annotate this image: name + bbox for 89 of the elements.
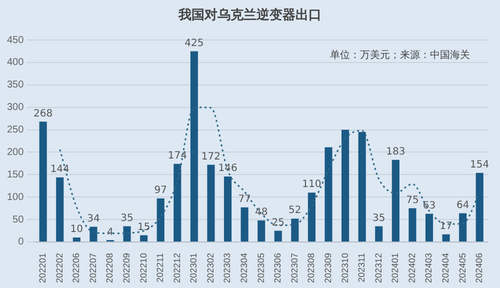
data-label: 25 [272, 217, 284, 228]
bar [425, 214, 434, 242]
y-tick-label: 100 [6, 192, 24, 203]
data-label: 64 [456, 200, 470, 211]
bar [140, 235, 148, 242]
x-tick-label: 202302 [205, 252, 216, 284]
x-tick-label: 202312 [373, 252, 384, 284]
y-tick-label: 450 [6, 34, 24, 46]
bar [308, 192, 316, 242]
x-tick-label: 202211 [155, 252, 166, 282]
bar [274, 230, 282, 242]
data-label: 52 [288, 205, 302, 216]
data-label: 172 [201, 151, 221, 162]
y-tick-label: 350 [6, 80, 24, 91]
data-label: 35 [372, 212, 386, 224]
x-tick-label: 202401 [390, 252, 400, 284]
x-tick-label: 202307 [289, 252, 300, 284]
data-label: 183 [386, 146, 406, 158]
y-tick-label: 300 [6, 102, 24, 114]
data-label: 35 [120, 212, 134, 224]
data-label: 425 [184, 38, 204, 49]
bar [190, 51, 198, 242]
data-label: 268 [34, 108, 53, 120]
y-tick-label: 200 [6, 146, 24, 158]
bar [324, 147, 332, 242]
bar [476, 172, 484, 242]
x-tick-label: 202403 [424, 252, 434, 284]
x-tick-label: 202212 [172, 252, 182, 284]
x-tick-label: 202209 [122, 252, 132, 284]
data-label: 48 [254, 207, 268, 218]
y-tick-label: 0 [18, 236, 24, 248]
data-label: 75 [406, 194, 419, 206]
annotation: 单位：万美元；来源：中国海关 [330, 48, 470, 62]
y-tick-label: 400 [6, 57, 24, 68]
x-tick-label: 202305 [256, 252, 266, 284]
bar [442, 234, 450, 242]
data-label: 154 [470, 159, 490, 170]
x-tick-label: 202303 [222, 252, 232, 284]
bar [291, 218, 299, 242]
x-tick-label: 202406 [474, 252, 484, 284]
bar [123, 226, 131, 242]
x-tick-label: 202210 [138, 252, 148, 284]
x-tick-label: 202402 [406, 252, 417, 284]
x-tick-label: 202308 [306, 252, 316, 284]
x-tick-label: 202208 [104, 252, 115, 284]
bar [392, 160, 400, 242]
x-tick-label: 202309 [322, 252, 333, 284]
y-tick-label: 250 [6, 124, 24, 136]
bar [207, 164, 215, 242]
bar [224, 176, 232, 242]
bar [156, 198, 164, 242]
data-label: 15 [137, 222, 150, 233]
x-tick-label: 202310 [340, 252, 350, 284]
data-label: 10 [70, 224, 84, 236]
data-label: 146 [218, 163, 238, 174]
bar [56, 177, 64, 242]
bar [408, 208, 416, 242]
bar [375, 226, 383, 242]
y-tick-label: 50 [12, 214, 24, 226]
data-label: 34 [87, 213, 100, 224]
data-label: 77 [238, 194, 251, 206]
data-label: 97 [154, 185, 167, 196]
bar [174, 164, 182, 242]
y-tick-label: 150 [6, 169, 24, 180]
bar [459, 213, 467, 242]
x-tick-label: 202301 [188, 252, 199, 284]
bar [39, 122, 47, 242]
chart-title: 我国对乌克兰逆变器出口 [177, 6, 322, 24]
data-label: 63 [422, 200, 436, 212]
x-tick-label: 202201 [38, 252, 48, 284]
bar [258, 220, 266, 242]
x-tick-label: 202304 [239, 252, 250, 284]
data-label: 144 [50, 164, 70, 175]
bar [72, 237, 80, 242]
x-tick-label: 202405 [457, 252, 468, 284]
x-tick-label: 202206 [71, 252, 82, 284]
bar [358, 132, 366, 242]
x-tick-label: 202311 [356, 252, 367, 282]
bar [342, 130, 350, 242]
bar [90, 226, 98, 242]
x-tick-label: 202404 [440, 252, 451, 284]
data-label: 17 [440, 220, 452, 232]
bar [240, 207, 248, 242]
x-tick-label: 202207 [88, 252, 98, 284]
data-label: 110 [302, 179, 322, 190]
data-label: 4 [107, 226, 114, 238]
data-label: 174 [168, 150, 187, 162]
x-tick-label: 202202 [54, 252, 64, 284]
x-tick-label: 202306 [272, 252, 283, 284]
